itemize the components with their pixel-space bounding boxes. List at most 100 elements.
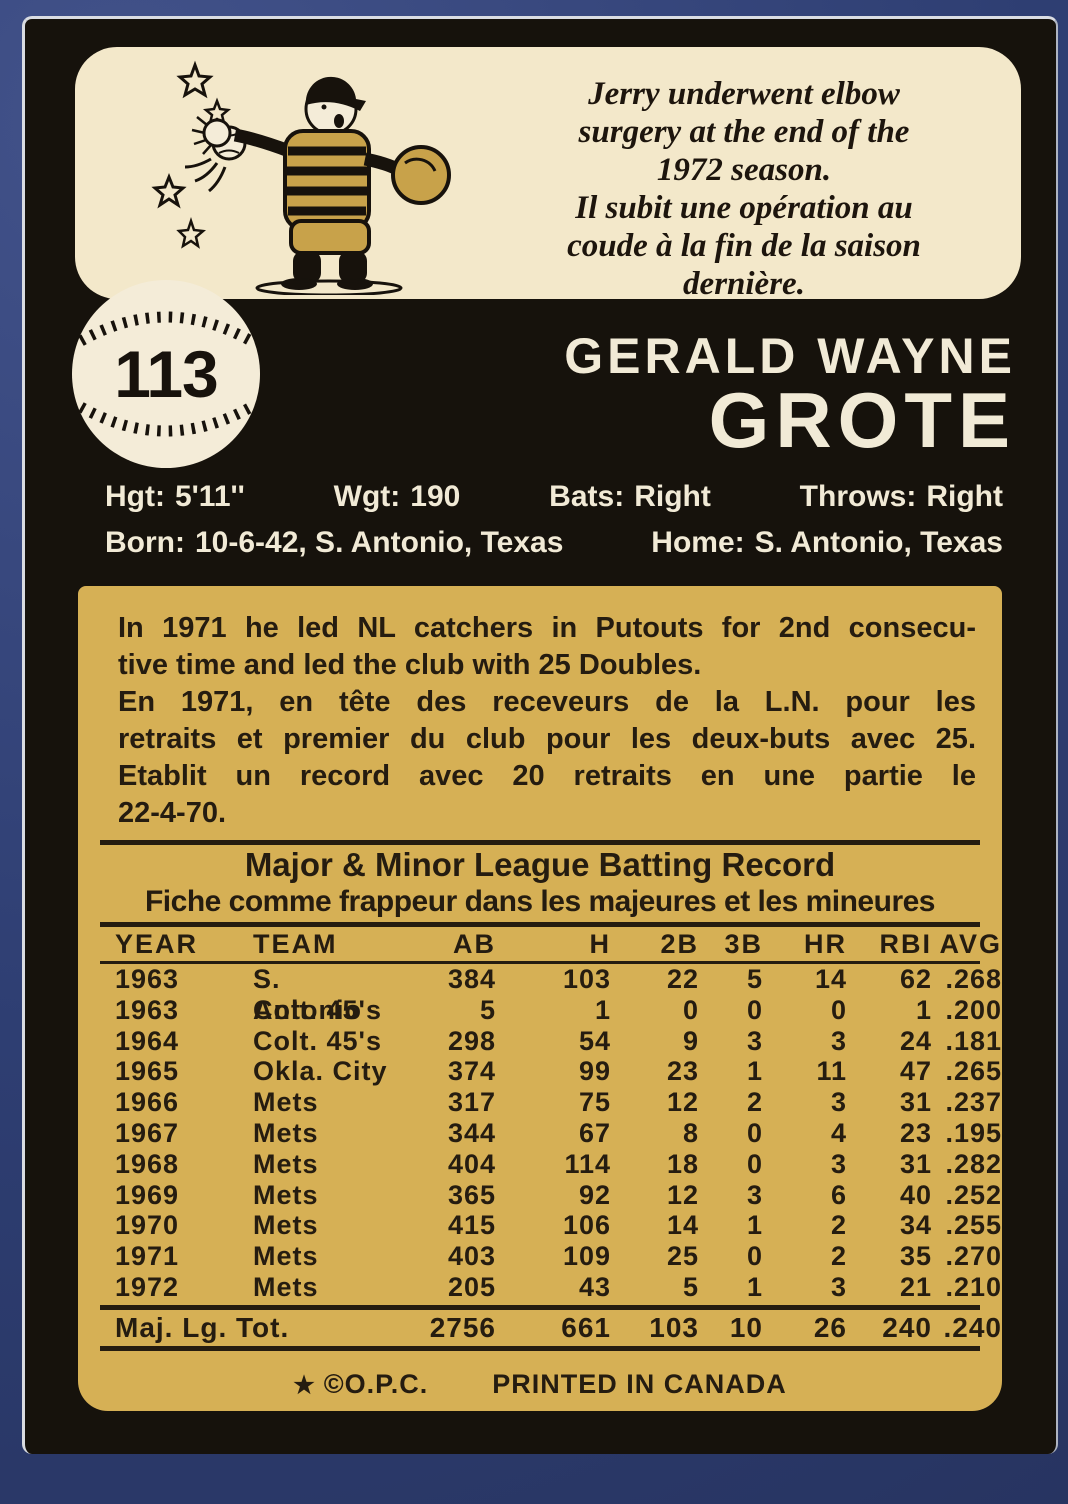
table-cell: .270 <box>945 1241 1002 1272</box>
table-cell: 5 <box>682 1271 699 1302</box>
table-cell: S. Antonio <box>253 964 362 1025</box>
baseball-icon <box>72 280 260 468</box>
column-header: AVG <box>939 929 1002 959</box>
total-cell: 103 <box>649 1311 699 1343</box>
table-cell: 4 <box>830 1117 847 1148</box>
caption-line: 1972 season. <box>656 152 832 188</box>
card-back: Jerry underwent elbow surgery at the end… <box>22 16 1058 1454</box>
table-cell: 2 <box>830 1241 847 1272</box>
table-cell: 1970 <box>115 1210 180 1241</box>
table-cell: 1 <box>915 994 932 1025</box>
table-cell: 1969 <box>115 1179 180 1210</box>
bio-line: En 1971, en tête des receveurs de la L.N… <box>118 686 976 718</box>
table-cell: 1965 <box>115 1056 180 1087</box>
table-cell: 5 <box>479 994 496 1025</box>
total-cell: 2756 <box>429 1311 496 1343</box>
table-cell: 24 <box>899 1025 932 1056</box>
table-cell: 1968 <box>115 1148 180 1179</box>
column-header: HR <box>804 929 847 959</box>
table-cell: .210 <box>945 1271 1002 1302</box>
table-cell: 1 <box>746 1271 763 1302</box>
bio-line: retraits et premier du club pour les deu… <box>118 723 976 755</box>
table-cell: 3 <box>830 1148 847 1179</box>
total-cell: 661 <box>561 1311 611 1343</box>
bio-line: tive time and led the club with 25 Doubl… <box>118 649 702 681</box>
table-cell: 3 <box>830 1087 847 1118</box>
table-cell: 25 <box>666 1241 699 1272</box>
vitals-row-1: Hgt: 5'11'' Wgt: 190 Bats: Right Throws: Rig… <box>105 474 1003 520</box>
column-header: YEAR <box>115 929 199 959</box>
table-cell: Mets <box>253 1241 319 1272</box>
table-cell: 374 <box>447 1056 496 1087</box>
divider <box>100 840 980 845</box>
total-cell: .240 <box>943 1311 1002 1343</box>
table-cell: 415 <box>447 1210 496 1241</box>
table-cell: 0 <box>746 1148 763 1179</box>
table-cell: .255 <box>945 1210 1002 1241</box>
table-cell: 298 <box>447 1025 496 1056</box>
catcher-cartoon-illustration <box>151 60 451 295</box>
copyright-notice: ★ ©O.P.C. <box>293 1368 429 1399</box>
table-cell: 23 <box>899 1117 932 1148</box>
table-cell: 34 <box>899 1210 932 1241</box>
table-cell: 2 <box>746 1087 763 1118</box>
column-header: TEAM <box>253 929 338 959</box>
column-header: AB <box>453 929 496 959</box>
table-cell: 0 <box>746 994 763 1025</box>
vital-throws: Throws: Right <box>799 480 1003 513</box>
table-cell: Mets <box>253 1210 319 1241</box>
batting-table-body: 1963 S. Antonio 384 103 22 5 14 62.268 1963 Colt.… <box>78 964 1002 1303</box>
printed-in-canada-text: PRINTED IN CANADA <box>492 1368 787 1399</box>
table-row: 1965 Okla. City 374 99 23 1 11 47.265 <box>78 1056 1002 1087</box>
table-cell: .265 <box>945 1056 1002 1087</box>
vital-height: Hgt: 5'11'' <box>105 480 245 513</box>
column-header: RBI <box>879 929 932 959</box>
star-icon: ★ <box>293 1371 316 1399</box>
table-cell: Mets <box>253 1179 319 1210</box>
table-cell: 14 <box>814 964 847 994</box>
table-cell: 21 <box>899 1271 932 1302</box>
table-cell: 317 <box>447 1087 496 1118</box>
table-cell: 0 <box>746 1241 763 1272</box>
table-cell: 62 <box>899 964 932 994</box>
table-cell: 31 <box>899 1148 932 1179</box>
card-number-baseball: 113 <box>69 277 263 471</box>
vital-born: Born: 10-6-42, S. Antonio, Texas <box>105 526 564 559</box>
player-name: GERALD WAYNE GROTE <box>564 329 1016 459</box>
table-cell: 0 <box>746 1117 763 1148</box>
table-cell: 6 <box>830 1179 847 1210</box>
table-cell: .252 <box>945 1179 1002 1210</box>
vital-bats: Bats: Right <box>549 480 711 513</box>
table-cell: 1966 <box>115 1087 180 1118</box>
caption-line: coude à la fin de la saison <box>567 228 921 264</box>
table-cell: Mets <box>253 1087 319 1118</box>
batting-table-total-row: Maj. Lg. Tot. 2756 661 103 10 26 240 .240 <box>78 1310 1002 1346</box>
table-cell: 3 <box>746 1025 763 1056</box>
bio-line: In 1971 he led NL catchers in Putouts fo… <box>118 612 976 644</box>
table-cell: 109 <box>562 1241 611 1272</box>
table-cell: 11 <box>816 1056 847 1087</box>
bio-line: 22-4-70. <box>118 797 227 829</box>
column-header: 3B <box>724 929 763 959</box>
table-cell: Colt. 45's <box>253 1025 382 1056</box>
player-bio: In 1971 he led NL catchers in Putouts fo… <box>118 610 976 832</box>
table-cell: 1967 <box>115 1117 180 1148</box>
table-cell: 365 <box>447 1179 496 1210</box>
caption-line: surgery at the end of the <box>578 114 910 150</box>
table-cell: 1972 <box>115 1271 180 1302</box>
table-cell: .282 <box>945 1148 1002 1179</box>
table-cell: 3 <box>830 1025 847 1056</box>
cartoon-panel: Jerry underwent elbow surgery at the end… <box>75 47 1021 302</box>
cartoon-caption: Jerry underwent elbow surgery at the end… <box>501 75 987 303</box>
table-cell: .268 <box>945 964 1002 994</box>
table-cell: 1971 <box>115 1241 180 1272</box>
table-cell: 3 <box>746 1179 763 1210</box>
table-row: 1963 S. Antonio 384 103 22 5 14 62 .268 <box>78 964 1002 1025</box>
table-row: 1969 Mets 365 92 12 3 6 40 .252 <box>78 1180 1002 1211</box>
table-cell: 5 <box>746 964 763 994</box>
total-cell: 10 <box>729 1311 763 1343</box>
divider <box>100 1304 980 1310</box>
table-cell: 92 <box>578 1179 611 1210</box>
divider <box>100 961 980 964</box>
